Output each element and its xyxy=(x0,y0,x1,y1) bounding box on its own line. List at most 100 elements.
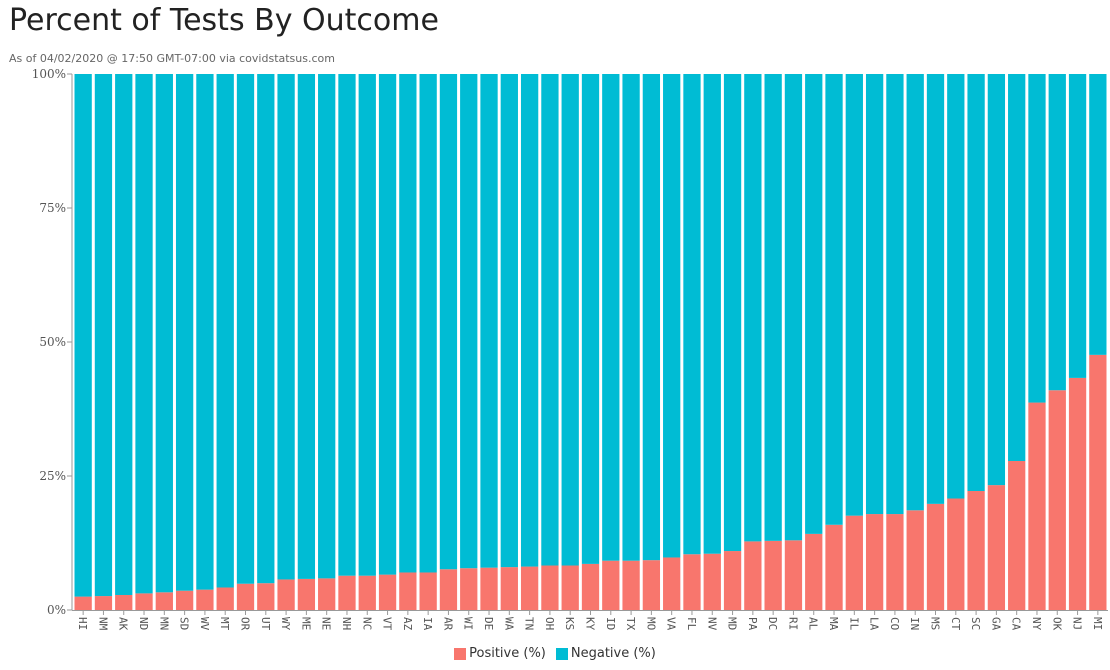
bar-positive-nj[interactable] xyxy=(1068,377,1087,610)
bar-negative-nm[interactable] xyxy=(94,74,113,597)
bar-positive-co[interactable] xyxy=(886,514,904,610)
bar-positive-ga[interactable] xyxy=(987,485,1006,610)
legend-item-negative[interactable]: Negative (%) xyxy=(555,646,656,661)
bar-negative-ut[interactable] xyxy=(257,74,275,584)
bar-negative-va[interactable] xyxy=(663,74,681,558)
bar-negative-in[interactable] xyxy=(906,74,924,511)
bar-negative-ia[interactable] xyxy=(419,74,437,573)
bar-positive-me[interactable] xyxy=(297,578,316,610)
bar-positive-wi[interactable] xyxy=(460,568,478,610)
bar-negative-hi[interactable] xyxy=(74,74,92,597)
bar-negative-la[interactable] xyxy=(865,74,884,515)
bar-positive-va[interactable] xyxy=(663,557,681,610)
bar-negative-nh[interactable] xyxy=(338,74,356,576)
bar-positive-wv[interactable] xyxy=(196,589,214,610)
bar-negative-ny[interactable] xyxy=(1028,74,1046,403)
bar-positive-ak[interactable] xyxy=(115,594,133,610)
bar-positive-tn[interactable] xyxy=(520,566,539,610)
bar-positive-mi[interactable] xyxy=(1089,354,1107,610)
bar-negative-mo[interactable] xyxy=(642,74,661,561)
bar-positive-hi[interactable] xyxy=(74,596,92,610)
bar-positive-de[interactable] xyxy=(480,567,498,610)
bar-positive-md[interactable] xyxy=(723,551,742,610)
bar-negative-wy[interactable] xyxy=(277,74,295,580)
bar-negative-oh[interactable] xyxy=(541,74,559,566)
bar-positive-nd[interactable] xyxy=(135,593,153,610)
bar-negative-fl[interactable] xyxy=(683,74,701,555)
bar-positive-nv[interactable] xyxy=(703,553,721,610)
bar-negative-vt[interactable] xyxy=(378,74,397,575)
bar-negative-ma[interactable] xyxy=(825,74,843,525)
bar-positive-ky[interactable] xyxy=(581,563,600,610)
bar-negative-ct[interactable] xyxy=(947,74,965,499)
bar-negative-wi[interactable] xyxy=(460,74,478,569)
bar-positive-ri[interactable] xyxy=(784,540,803,610)
bar-negative-al[interactable] xyxy=(805,74,823,534)
bar-positive-mo[interactable] xyxy=(642,560,661,610)
bar-negative-wv[interactable] xyxy=(196,74,214,590)
bar-negative-sc[interactable] xyxy=(967,74,985,492)
bar-positive-ia[interactable] xyxy=(419,572,437,610)
bar-negative-ky[interactable] xyxy=(581,74,600,564)
bar-positive-mt[interactable] xyxy=(216,587,234,610)
bar-positive-ct[interactable] xyxy=(947,498,965,610)
bar-positive-dc[interactable] xyxy=(764,540,782,610)
bar-negative-tn[interactable] xyxy=(520,74,539,567)
bar-negative-id[interactable] xyxy=(602,74,620,561)
bar-positive-tx[interactable] xyxy=(622,560,640,610)
bar-negative-az[interactable] xyxy=(399,74,417,573)
bar-positive-la[interactable] xyxy=(865,514,884,610)
bar-negative-or[interactable] xyxy=(236,74,255,584)
bar-negative-me[interactable] xyxy=(297,74,316,579)
bar-negative-mi[interactable] xyxy=(1089,74,1107,355)
bar-positive-id[interactable] xyxy=(602,560,620,610)
bar-negative-ga[interactable] xyxy=(987,74,1006,486)
bar-negative-ar[interactable] xyxy=(439,74,458,570)
bar-positive-sd[interactable] xyxy=(175,590,194,610)
bar-positive-nc[interactable] xyxy=(358,575,376,610)
bar-negative-nd[interactable] xyxy=(135,74,153,594)
bar-positive-ks[interactable] xyxy=(561,565,579,610)
bar-negative-nv[interactable] xyxy=(703,74,721,554)
bar-positive-ms[interactable] xyxy=(926,503,945,610)
bar-negative-dc[interactable] xyxy=(764,74,782,541)
bar-positive-or[interactable] xyxy=(236,583,255,610)
bar-positive-ut[interactable] xyxy=(257,583,275,610)
bar-negative-mn[interactable] xyxy=(155,74,173,593)
bar-negative-ks[interactable] xyxy=(561,74,579,566)
bar-positive-in[interactable] xyxy=(906,510,924,610)
bar-negative-nj[interactable] xyxy=(1068,74,1087,378)
bar-positive-il[interactable] xyxy=(845,515,863,610)
bar-positive-az[interactable] xyxy=(399,572,417,610)
bar-positive-sc[interactable] xyxy=(967,491,985,610)
bar-negative-nc[interactable] xyxy=(358,74,376,576)
bar-positive-ny[interactable] xyxy=(1028,402,1046,610)
bar-negative-ca[interactable] xyxy=(1008,74,1026,461)
legend-item-positive[interactable]: Positive (%) xyxy=(454,646,546,661)
bar-positive-ma[interactable] xyxy=(825,524,843,610)
bar-negative-md[interactable] xyxy=(723,74,742,552)
bar-positive-ne[interactable] xyxy=(318,578,336,610)
bar-negative-sd[interactable] xyxy=(175,74,194,591)
bar-positive-wa[interactable] xyxy=(500,567,518,610)
bar-negative-mt[interactable] xyxy=(216,74,234,588)
bar-negative-ok[interactable] xyxy=(1048,74,1066,391)
bar-positive-ok[interactable] xyxy=(1048,390,1066,610)
bar-positive-fl[interactable] xyxy=(683,554,701,610)
bar-positive-al[interactable] xyxy=(805,533,823,610)
bar-negative-ms[interactable] xyxy=(926,74,945,504)
bar-negative-ne[interactable] xyxy=(318,74,336,579)
bar-negative-il[interactable] xyxy=(845,74,863,516)
bar-negative-de[interactable] xyxy=(480,74,498,568)
bar-negative-ri[interactable] xyxy=(784,74,803,541)
bar-negative-tx[interactable] xyxy=(622,74,640,561)
bar-negative-pa[interactable] xyxy=(744,74,762,542)
bar-negative-wa[interactable] xyxy=(500,74,518,568)
bar-positive-nm[interactable] xyxy=(94,596,113,610)
bar-positive-ar[interactable] xyxy=(439,569,458,610)
bar-negative-co[interactable] xyxy=(886,74,904,515)
bar-positive-vt[interactable] xyxy=(378,574,397,610)
bar-positive-mn[interactable] xyxy=(155,592,173,610)
bar-positive-ca[interactable] xyxy=(1008,460,1026,610)
bar-negative-ak[interactable] xyxy=(115,74,133,595)
